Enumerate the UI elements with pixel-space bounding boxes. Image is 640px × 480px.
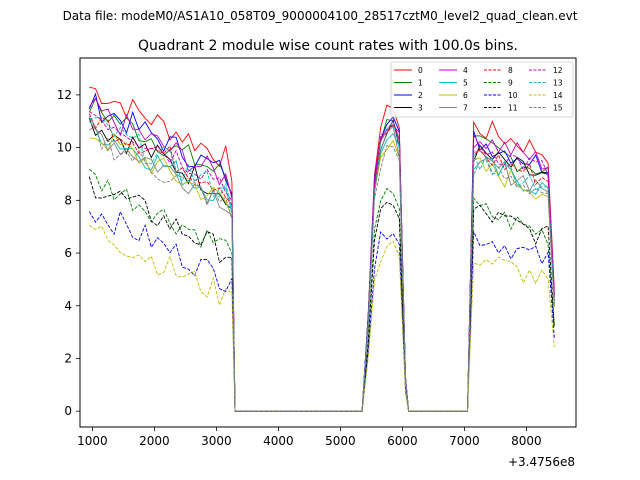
series-line-0	[89, 86, 555, 412]
file-label: Data file: modeM0/AS1A10_058T09_90000041…	[63, 9, 578, 23]
axes-frame	[79, 57, 577, 428]
legend-label: 8	[508, 66, 513, 75]
x-tick-label: 2000	[139, 434, 170, 448]
series-line-7	[88, 120, 555, 412]
x-tick-label: 7000	[449, 434, 480, 448]
y-tick-label: 0	[64, 404, 72, 418]
y-tick-label: 4	[64, 299, 72, 313]
x-tick-label: 3000	[201, 434, 232, 448]
series-line-9	[89, 168, 555, 412]
chart-title: Quadrant 2 module wise count rates with …	[138, 38, 518, 54]
legend-label: 0	[418, 66, 423, 75]
y-tick-label: 2	[64, 351, 72, 365]
legend-label: 5	[463, 79, 468, 88]
series-line-3	[88, 117, 555, 412]
x-offset-text: +3.4756e8	[508, 455, 575, 469]
y-tick-label: 12	[57, 88, 72, 102]
legend-label: 10	[508, 91, 518, 100]
legend-label: 7	[463, 104, 468, 113]
series-line-2	[88, 92, 555, 412]
x-axis: 1000 2000 3000 4000 5000 6000 7000 8000	[77, 427, 542, 448]
legend-label: 11	[508, 104, 518, 113]
series-line-11	[88, 176, 555, 412]
legend-label: 3	[418, 104, 423, 113]
legend-label: 12	[553, 66, 563, 75]
legend-box	[390, 61, 574, 118]
y-tick-label: 6	[64, 246, 72, 260]
series-line-14	[89, 224, 555, 412]
y-axis: 0 2 4 6 8 10 12	[57, 88, 80, 418]
legend-label: 1	[418, 79, 423, 88]
series-line-15	[89, 125, 555, 412]
x-tick-label: 6000	[387, 434, 418, 448]
x-tick-label: 1000	[77, 434, 108, 448]
legend-label: 4	[463, 66, 468, 75]
x-tick-label: 4000	[263, 434, 294, 448]
series-line-8	[88, 113, 555, 412]
series-line-10	[88, 210, 555, 412]
legend-label: 13	[553, 79, 563, 88]
plot-lines	[88, 86, 555, 412]
y-tick-label: 10	[57, 141, 72, 155]
legend-label: 2	[418, 91, 423, 100]
series-line-12	[89, 111, 555, 412]
legend-label: 6	[463, 91, 468, 100]
legend-label: 9	[508, 79, 513, 88]
x-tick-label: 8000	[511, 434, 542, 448]
legend-label: 15	[553, 104, 563, 113]
series-line-6	[89, 132, 555, 412]
y-tick-label: 8	[64, 193, 72, 207]
legend-label: 14	[553, 91, 563, 100]
x-tick-label: 5000	[325, 434, 356, 448]
